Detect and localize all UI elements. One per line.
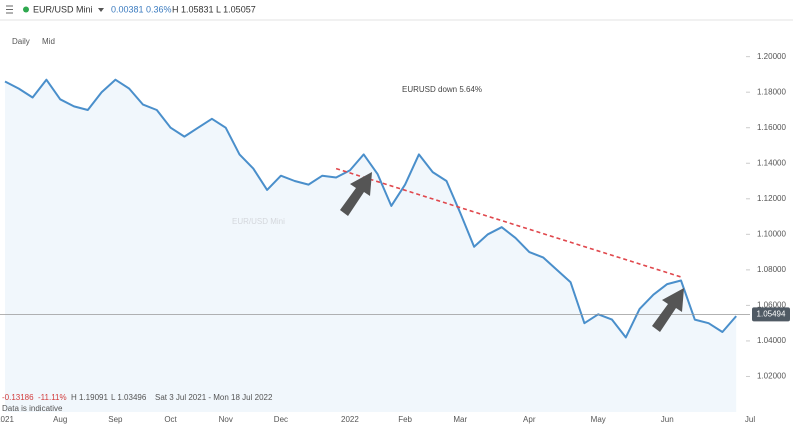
y-tick-label: 1.12000 — [757, 194, 786, 203]
x-tick-label: Aug — [53, 415, 67, 424]
area — [5, 79, 737, 412]
status-dot — [23, 6, 29, 13]
menu-icon[interactable] — [6, 5, 13, 14]
x-tick-label: May — [591, 415, 606, 424]
x-tick-label: Apr — [523, 415, 536, 424]
trendline — [335, 167, 682, 278]
price-type[interactable]: Mid — [42, 37, 55, 46]
x-tick-label: Jun — [661, 415, 674, 424]
x-tick-label: Nov — [219, 415, 233, 424]
toolbar — [0, 0, 793, 20]
x-tick-label: Dec — [274, 415, 288, 424]
change-pct: 0.36% — [146, 4, 172, 14]
x-tick-label: Feb — [398, 415, 412, 424]
footer-note: Data is indicative — [2, 404, 63, 413]
high: H 1.05831 — [172, 4, 214, 14]
y-tick-label: 1.20000 — [757, 52, 786, 61]
footer-low: L 1.03496 — [111, 393, 147, 402]
arrow — [652, 288, 684, 332]
y-tick-label: 1.18000 — [757, 87, 786, 96]
x-tick-label: Jul — [745, 415, 755, 424]
x-tick-label: 2022 — [341, 415, 359, 424]
dropdown[interactable] — [98, 8, 104, 12]
interval[interactable]: Daily — [12, 37, 30, 46]
footer-change-pct: -11.11% — [38, 393, 67, 402]
y-tick-label: 1.02000 — [757, 372, 786, 381]
annotation: EURUSD down 5.64% — [402, 85, 482, 94]
line — [4, 78, 737, 339]
watermark: EUR/USD Mini — [232, 217, 285, 226]
arrow — [340, 172, 372, 216]
last-price-label: 1.05494 — [757, 309, 786, 318]
y-tick-label: 1.16000 — [757, 123, 786, 132]
x-tick-label: Mar — [453, 415, 467, 424]
low: L 1.05057 — [216, 4, 256, 14]
last-price-box — [752, 307, 790, 322]
y-tick-label: 1.14000 — [757, 158, 786, 167]
x-tick-label: Sep — [108, 415, 123, 424]
plot: 1.02000 1.04000 1.06000 1.08000 1.10000 1.120… — [0, 52, 790, 424]
symbol[interactable]: EUR/USD Mini — [33, 4, 93, 14]
y-tick-label: 1.06000 — [757, 301, 786, 310]
footer-range: Sat 3 Jul 2021 - Mon 18 Jul 2022 — [155, 393, 273, 402]
x-tick-label: Oct — [164, 415, 177, 424]
footer-change: -0.13186 — [2, 393, 34, 402]
y-tick-label: 1.08000 — [757, 265, 786, 274]
y-tick-label: 1.04000 — [757, 336, 786, 345]
y-tick-label: 1.10000 — [757, 229, 786, 238]
x-tick-label: 2021 — [0, 415, 14, 424]
footer-high: H 1.19091 — [71, 393, 108, 402]
change: 0.00381 — [111, 4, 144, 14]
